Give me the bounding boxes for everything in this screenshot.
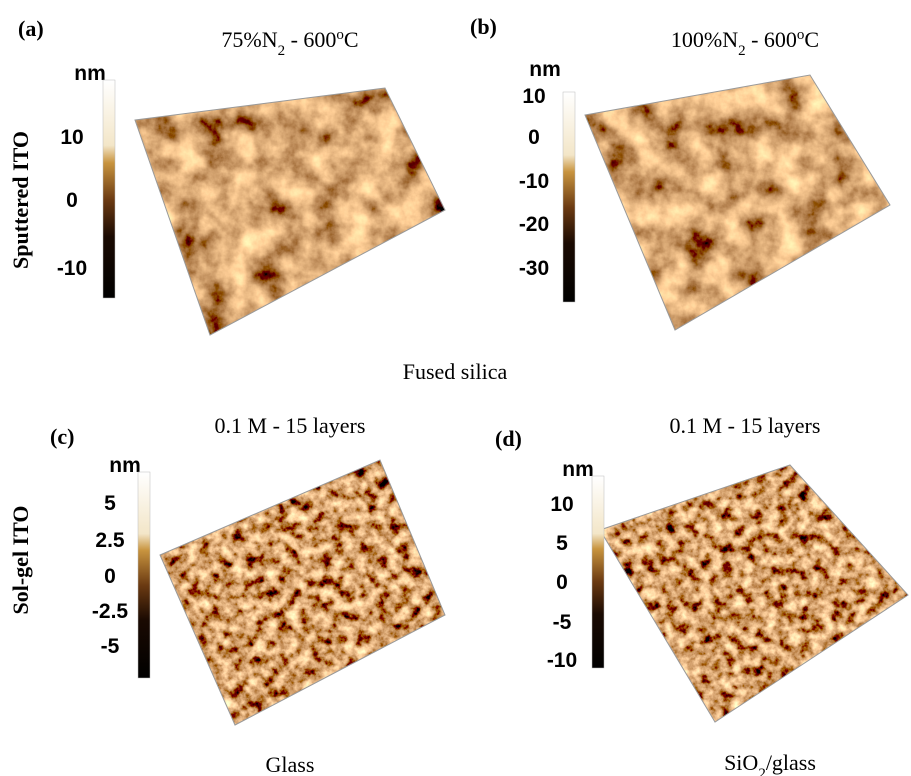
text-segment: C	[344, 27, 359, 52]
text-segment: 0.1 M - 15 layers	[215, 413, 366, 438]
afm-surface	[585, 75, 890, 330]
panel-title: 100%N2 - 600oC	[671, 27, 819, 59]
panel-label: (d)	[495, 426, 522, 451]
colorbar-tick-label: 5	[104, 492, 116, 515]
afm-surface	[135, 88, 445, 335]
colorbar-tick-label: -20	[519, 213, 549, 236]
colorbar	[138, 472, 150, 678]
panel-label: (b)	[470, 14, 497, 39]
text-segment: 2	[278, 43, 286, 59]
colorbar-tick-label: -5	[553, 611, 572, 634]
panel-caption: SiO2/glass	[724, 750, 816, 776]
colorbar-tick-label: -10	[519, 170, 549, 193]
colorbar-tick-label: 5	[556, 532, 568, 555]
colorbar-tick-label: -5	[101, 635, 120, 658]
row-caption: Fused silica	[403, 359, 508, 384]
text-segment: Glass	[266, 752, 315, 776]
colorbar-unit: nm	[109, 454, 141, 477]
text-segment: 100%N	[671, 27, 738, 52]
panel-title: 0.1 M - 15 layers	[215, 413, 366, 438]
colorbar-tick-label: -30	[519, 257, 549, 280]
colorbar-tick-label: 2.5	[95, 529, 125, 552]
row-label: Sputtered ITO	[8, 131, 33, 269]
panel-label: (a)	[18, 16, 44, 41]
text-segment: 2	[758, 766, 766, 776]
text-segment: - 600	[285, 27, 336, 52]
colorbar	[103, 80, 115, 298]
colorbar	[592, 476, 604, 668]
colorbar-tick-label: 0	[66, 189, 78, 212]
colorbar-tick-label: 0	[104, 565, 116, 588]
colorbar-tick-label: -10	[547, 649, 577, 672]
figure: Sputtered ITO Sol-gel ITO Fused silica (…	[0, 0, 911, 776]
colorbar-tick-label: -10	[57, 257, 87, 280]
panel-title: 0.1 M - 15 layers	[670, 413, 821, 438]
text-segment: 0.1 M - 15 layers	[670, 413, 821, 438]
colorbar-tick-label: 0	[556, 571, 568, 594]
afm-surface	[160, 460, 445, 725]
text-segment: SiO	[724, 750, 758, 775]
colorbar-unit: nm	[74, 62, 106, 85]
row-label: Sol-gel ITO	[8, 505, 33, 614]
colorbar-tick-label: 10	[60, 126, 83, 149]
afm-surface	[600, 465, 908, 722]
colorbar-tick-label: 10	[522, 85, 545, 108]
colorbar-tick-label: 0	[528, 126, 540, 149]
colorbar	[563, 92, 575, 302]
colorbar-unit: nm	[562, 458, 594, 481]
colorbar-tick-label: -2.5	[92, 600, 129, 623]
text-segment: /glass	[766, 750, 816, 775]
text-segment: o	[797, 27, 805, 43]
panel-caption: Glass	[266, 752, 315, 776]
panel-title: 75%N2 - 600oC	[221, 27, 358, 59]
text-segment: 2	[738, 43, 746, 59]
colorbar-unit: nm	[529, 58, 561, 81]
panel-label: (c)	[50, 424, 74, 449]
colorbar-tick-label: 10	[550, 493, 573, 516]
text-segment: - 600	[746, 27, 797, 52]
text-segment: 75%N	[221, 27, 277, 52]
text-segment: C	[804, 27, 819, 52]
text-segment: o	[336, 27, 344, 43]
